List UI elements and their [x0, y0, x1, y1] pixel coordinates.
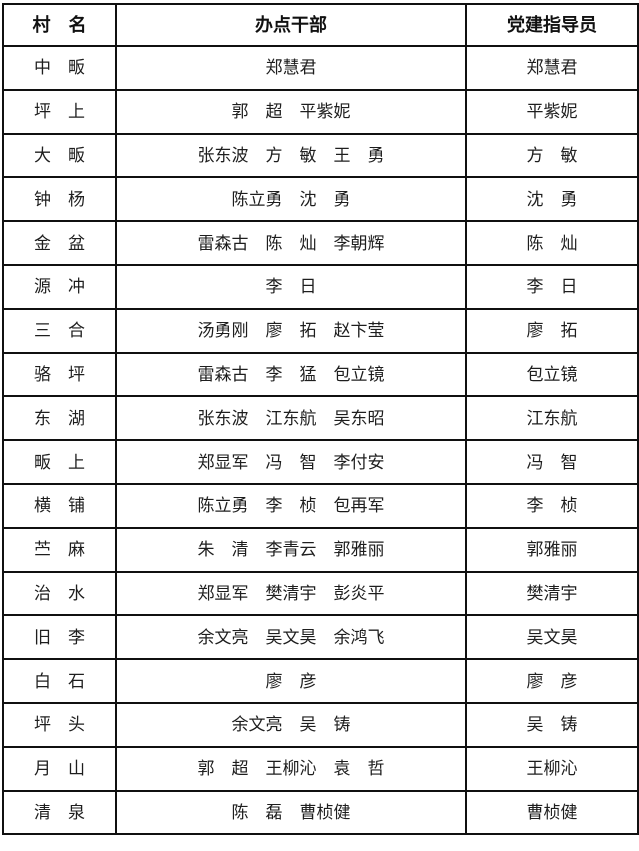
- table-row: 骆 坪 雷森古 李 猛 包立镜 包立镜: [2, 351, 639, 398]
- table-row: 白 石 廖 彦 廖 彦: [2, 658, 639, 704]
- cadres-cell: 余文亮 吴 铸: [115, 701, 467, 748]
- village-cell: 畈 上: [2, 439, 117, 485]
- table-row: 东 湖 张东波 江东航 吴东昭 江东航: [2, 395, 639, 442]
- village-cell: 清 泉: [2, 789, 117, 836]
- instructor-cell: 樊清宇: [465, 570, 639, 617]
- table-row: 苎 麻 朱 清 李青云 郭雅丽 郭雅丽: [2, 526, 639, 573]
- table-row: 坪 上 郭 超 平紫妮 平紫妮: [2, 88, 639, 135]
- table-row: 畈 上 郑显军 冯 智 李付安 冯 智: [2, 439, 639, 485]
- cadres-cell: 雷森古 陈 灿 李朝辉: [115, 220, 467, 266]
- village-cell: 月 山: [2, 745, 117, 792]
- instructor-cell: 李 日: [465, 263, 639, 310]
- cadres-cell: 余文亮 吴文昊 余鸿飞: [115, 614, 467, 661]
- instructor-cell: 平紫妮: [465, 88, 639, 135]
- village-cadre-assignment-table: 村 名 办点干部 党建指导员 中 畈 郑慧君 郑慧君 坪 上 郭 超 平紫妮 平…: [2, 3, 639, 836]
- table-row: 源 冲 李 日 李 日: [2, 263, 639, 310]
- header-cadres: 办点干部: [115, 3, 467, 47]
- table-row: 横 铺 陈立勇 李 桢 包再军 李 桢: [2, 482, 639, 529]
- village-cell: 旧 李: [2, 614, 117, 661]
- instructor-cell: 包立镜: [465, 351, 639, 398]
- instructor-cell: 曹桢健: [465, 789, 639, 836]
- instructor-cell: 陈 灿: [465, 220, 639, 266]
- village-cell: 治 水: [2, 570, 117, 617]
- cadres-cell: 郑慧君: [115, 45, 467, 91]
- table-row: 中 畈 郑慧君 郑慧君: [2, 45, 639, 91]
- village-cell: 三 合: [2, 307, 117, 354]
- cadres-cell: 郭 超 王柳沁 袁 哲: [115, 745, 467, 792]
- table-row: 大 畈 张东波 方 敏 王 勇 方 敏: [2, 132, 639, 179]
- village-cell: 骆 坪: [2, 351, 117, 398]
- cadres-cell: 朱 清 李青云 郭雅丽: [115, 526, 467, 573]
- village-cell: 白 石: [2, 658, 117, 704]
- instructor-cell: 冯 智: [465, 439, 639, 485]
- village-cell: 坪 头: [2, 701, 117, 748]
- instructor-cell: 吴文昊: [465, 614, 639, 661]
- village-cell: 中 畈: [2, 45, 117, 91]
- header-village-name: 村 名: [2, 3, 117, 47]
- cadres-cell: 汤勇刚 廖 拓 赵卞莹: [115, 307, 467, 354]
- table-row: 三 合 汤勇刚 廖 拓 赵卞莹 廖 拓: [2, 307, 639, 354]
- village-cell: 东 湖: [2, 395, 117, 442]
- cadres-cell: 郭 超 平紫妮: [115, 88, 467, 135]
- village-cell: 钟 杨: [2, 176, 117, 223]
- cadres-cell: 郑显军 樊清宇 彭炎平: [115, 570, 467, 617]
- cadres-cell: 雷森古 李 猛 包立镜: [115, 351, 467, 398]
- village-cell: 苎 麻: [2, 526, 117, 573]
- instructor-cell: 王柳沁: [465, 745, 639, 792]
- cadres-cell: 陈立勇 李 桢 包再军: [115, 482, 467, 529]
- cadres-cell: 李 日: [115, 263, 467, 310]
- cadres-cell: 张东波 江东航 吴东昭: [115, 395, 467, 442]
- cadres-cell: 郑显军 冯 智 李付安: [115, 439, 467, 485]
- instructor-cell: 吴 铸: [465, 701, 639, 748]
- instructor-cell: 郭雅丽: [465, 526, 639, 573]
- table-row: 旧 李 余文亮 吴文昊 余鸿飞 吴文昊: [2, 614, 639, 661]
- cadres-cell: 张东波 方 敏 王 勇: [115, 132, 467, 179]
- instructor-cell: 江东航: [465, 395, 639, 442]
- table-row: 钟 杨 陈立勇 沈 勇 沈 勇: [2, 176, 639, 223]
- cadres-cell: 廖 彦: [115, 658, 467, 704]
- table-header-row: 村 名 办点干部 党建指导员: [2, 3, 639, 47]
- instructor-cell: 沈 勇: [465, 176, 639, 223]
- table-row: 坪 头 余文亮 吴 铸 吴 铸: [2, 701, 639, 748]
- village-cell: 金 盆: [2, 220, 117, 266]
- village-cell: 横 铺: [2, 482, 117, 529]
- instructor-cell: 方 敏: [465, 132, 639, 179]
- cadres-cell: 陈 磊 曹桢健: [115, 789, 467, 836]
- instructor-cell: 郑慧君: [465, 45, 639, 91]
- village-cell: 大 畈: [2, 132, 117, 179]
- table-row: 月 山 郭 超 王柳沁 袁 哲 王柳沁: [2, 745, 639, 792]
- instructor-cell: 廖 彦: [465, 658, 639, 704]
- table-row: 金 盆 雷森古 陈 灿 李朝辉 陈 灿: [2, 220, 639, 266]
- instructor-cell: 李 桢: [465, 482, 639, 529]
- table-row: 治 水 郑显军 樊清宇 彭炎平 樊清宇: [2, 570, 639, 617]
- cadres-cell: 陈立勇 沈 勇: [115, 176, 467, 223]
- village-cell: 坪 上: [2, 88, 117, 135]
- header-party-instructor: 党建指导员: [465, 3, 639, 47]
- village-cell: 源 冲: [2, 263, 117, 310]
- instructor-cell: 廖 拓: [465, 307, 639, 354]
- table-row: 清 泉 陈 磊 曹桢健 曹桢健: [2, 789, 639, 836]
